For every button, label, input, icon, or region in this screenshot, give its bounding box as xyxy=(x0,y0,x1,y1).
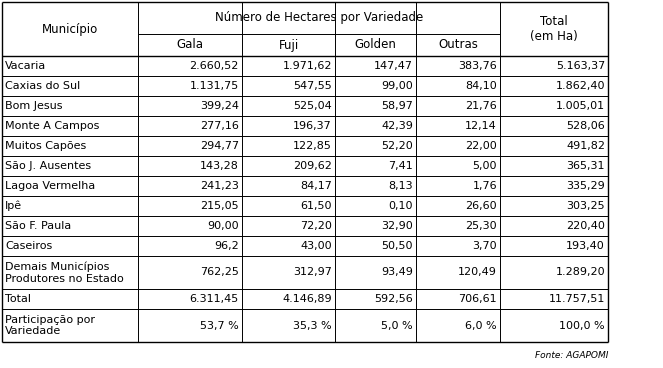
Text: 1.131,75: 1.131,75 xyxy=(190,81,239,91)
Text: 32,90: 32,90 xyxy=(381,221,413,231)
Text: Bom Jesus: Bom Jesus xyxy=(5,101,62,111)
Text: 25,30: 25,30 xyxy=(465,221,497,231)
Text: Ipê: Ipê xyxy=(5,201,22,211)
Text: Caseiros: Caseiros xyxy=(5,241,52,251)
Text: 1,76: 1,76 xyxy=(472,181,497,191)
Text: 96,2: 96,2 xyxy=(214,241,239,251)
Text: 58,97: 58,97 xyxy=(381,101,413,111)
Text: 122,85: 122,85 xyxy=(293,141,332,151)
Text: Fonte: AGAPOMI: Fonte: AGAPOMI xyxy=(534,350,608,360)
Text: Caxias do Sul: Caxias do Sul xyxy=(5,81,80,91)
Text: 90,00: 90,00 xyxy=(208,221,239,231)
Text: 93,49: 93,49 xyxy=(381,268,413,277)
Text: 43,00: 43,00 xyxy=(300,241,332,251)
Text: 143,28: 143,28 xyxy=(200,161,239,171)
Text: 706,61: 706,61 xyxy=(458,294,497,304)
Text: 193,40: 193,40 xyxy=(566,241,605,251)
Text: 303,25: 303,25 xyxy=(566,201,605,211)
Text: 209,62: 209,62 xyxy=(293,161,332,171)
Text: 383,76: 383,76 xyxy=(458,61,497,71)
Text: 220,40: 220,40 xyxy=(566,221,605,231)
Text: 50,50: 50,50 xyxy=(381,241,413,251)
Text: 241,23: 241,23 xyxy=(200,181,239,191)
Text: São J. Ausentes: São J. Ausentes xyxy=(5,161,91,171)
Text: 0,10: 0,10 xyxy=(389,201,413,211)
Text: 1.289,20: 1.289,20 xyxy=(556,268,605,277)
Text: 21,76: 21,76 xyxy=(465,101,497,111)
Text: 528,06: 528,06 xyxy=(566,121,605,131)
Text: Fuji: Fuji xyxy=(278,39,298,52)
Text: 277,16: 277,16 xyxy=(200,121,239,131)
Text: 525,04: 525,04 xyxy=(293,101,332,111)
Text: 215,05: 215,05 xyxy=(200,201,239,211)
Text: 1.005,01: 1.005,01 xyxy=(556,101,605,111)
Text: 4.146,89: 4.146,89 xyxy=(282,294,332,304)
Text: 592,56: 592,56 xyxy=(374,294,413,304)
Text: 42,39: 42,39 xyxy=(381,121,413,131)
Text: 196,37: 196,37 xyxy=(293,121,332,131)
Text: 2.660,52: 2.660,52 xyxy=(190,61,239,71)
Text: 312,97: 312,97 xyxy=(293,268,332,277)
Text: 491,82: 491,82 xyxy=(566,141,605,151)
Text: 12,14: 12,14 xyxy=(465,121,497,131)
Text: 61,50: 61,50 xyxy=(300,201,332,211)
Text: Outras: Outras xyxy=(438,39,478,52)
Text: 84,10: 84,10 xyxy=(465,81,497,91)
Text: 147,47: 147,47 xyxy=(374,61,413,71)
Text: Muitos Capões: Muitos Capões xyxy=(5,141,86,151)
Text: 335,29: 335,29 xyxy=(566,181,605,191)
Text: 1.971,62: 1.971,62 xyxy=(282,61,332,71)
Text: Total: Total xyxy=(5,294,31,304)
Text: Município: Município xyxy=(42,22,98,35)
Text: 11.757,51: 11.757,51 xyxy=(548,294,605,304)
Text: 1.862,40: 1.862,40 xyxy=(556,81,605,91)
Text: 5,0 %: 5,0 % xyxy=(381,321,413,330)
Text: 7,41: 7,41 xyxy=(389,161,413,171)
Text: 762,25: 762,25 xyxy=(200,268,239,277)
Text: Demais Municípios
Produtores no Estado: Demais Municípios Produtores no Estado xyxy=(5,261,124,284)
Text: 547,55: 547,55 xyxy=(293,81,332,91)
Text: 3,70: 3,70 xyxy=(472,241,497,251)
Text: 5.163,37: 5.163,37 xyxy=(556,61,605,71)
Text: Número de Hectares por Variedade: Número de Hectares por Variedade xyxy=(215,11,423,25)
Text: 100,0 %: 100,0 % xyxy=(560,321,605,330)
Text: 8,13: 8,13 xyxy=(389,181,413,191)
Text: 84,17: 84,17 xyxy=(300,181,332,191)
Text: 72,20: 72,20 xyxy=(300,221,332,231)
Text: 52,20: 52,20 xyxy=(381,141,413,151)
Text: Lagoa Vermelha: Lagoa Vermelha xyxy=(5,181,95,191)
Text: 120,49: 120,49 xyxy=(458,268,497,277)
Text: Total
(em Ha): Total (em Ha) xyxy=(530,15,578,43)
Text: Golden: Golden xyxy=(355,39,396,52)
Text: 26,60: 26,60 xyxy=(465,201,497,211)
Text: Vacaria: Vacaria xyxy=(5,61,46,71)
Text: 294,77: 294,77 xyxy=(200,141,239,151)
Text: 35,3 %: 35,3 % xyxy=(293,321,332,330)
Text: Gala: Gala xyxy=(176,39,204,52)
Text: 22,00: 22,00 xyxy=(465,141,497,151)
Text: 6,0 %: 6,0 % xyxy=(465,321,497,330)
Text: 99,00: 99,00 xyxy=(381,81,413,91)
Text: Participação por
Variedade: Participação por Variedade xyxy=(5,315,95,336)
Text: 5,00: 5,00 xyxy=(473,161,497,171)
Text: 399,24: 399,24 xyxy=(200,101,239,111)
Text: Monte A Campos: Monte A Campos xyxy=(5,121,99,131)
Text: 53,7 %: 53,7 % xyxy=(200,321,239,330)
Text: 6.311,45: 6.311,45 xyxy=(190,294,239,304)
Text: São F. Paula: São F. Paula xyxy=(5,221,71,231)
Text: 365,31: 365,31 xyxy=(566,161,605,171)
